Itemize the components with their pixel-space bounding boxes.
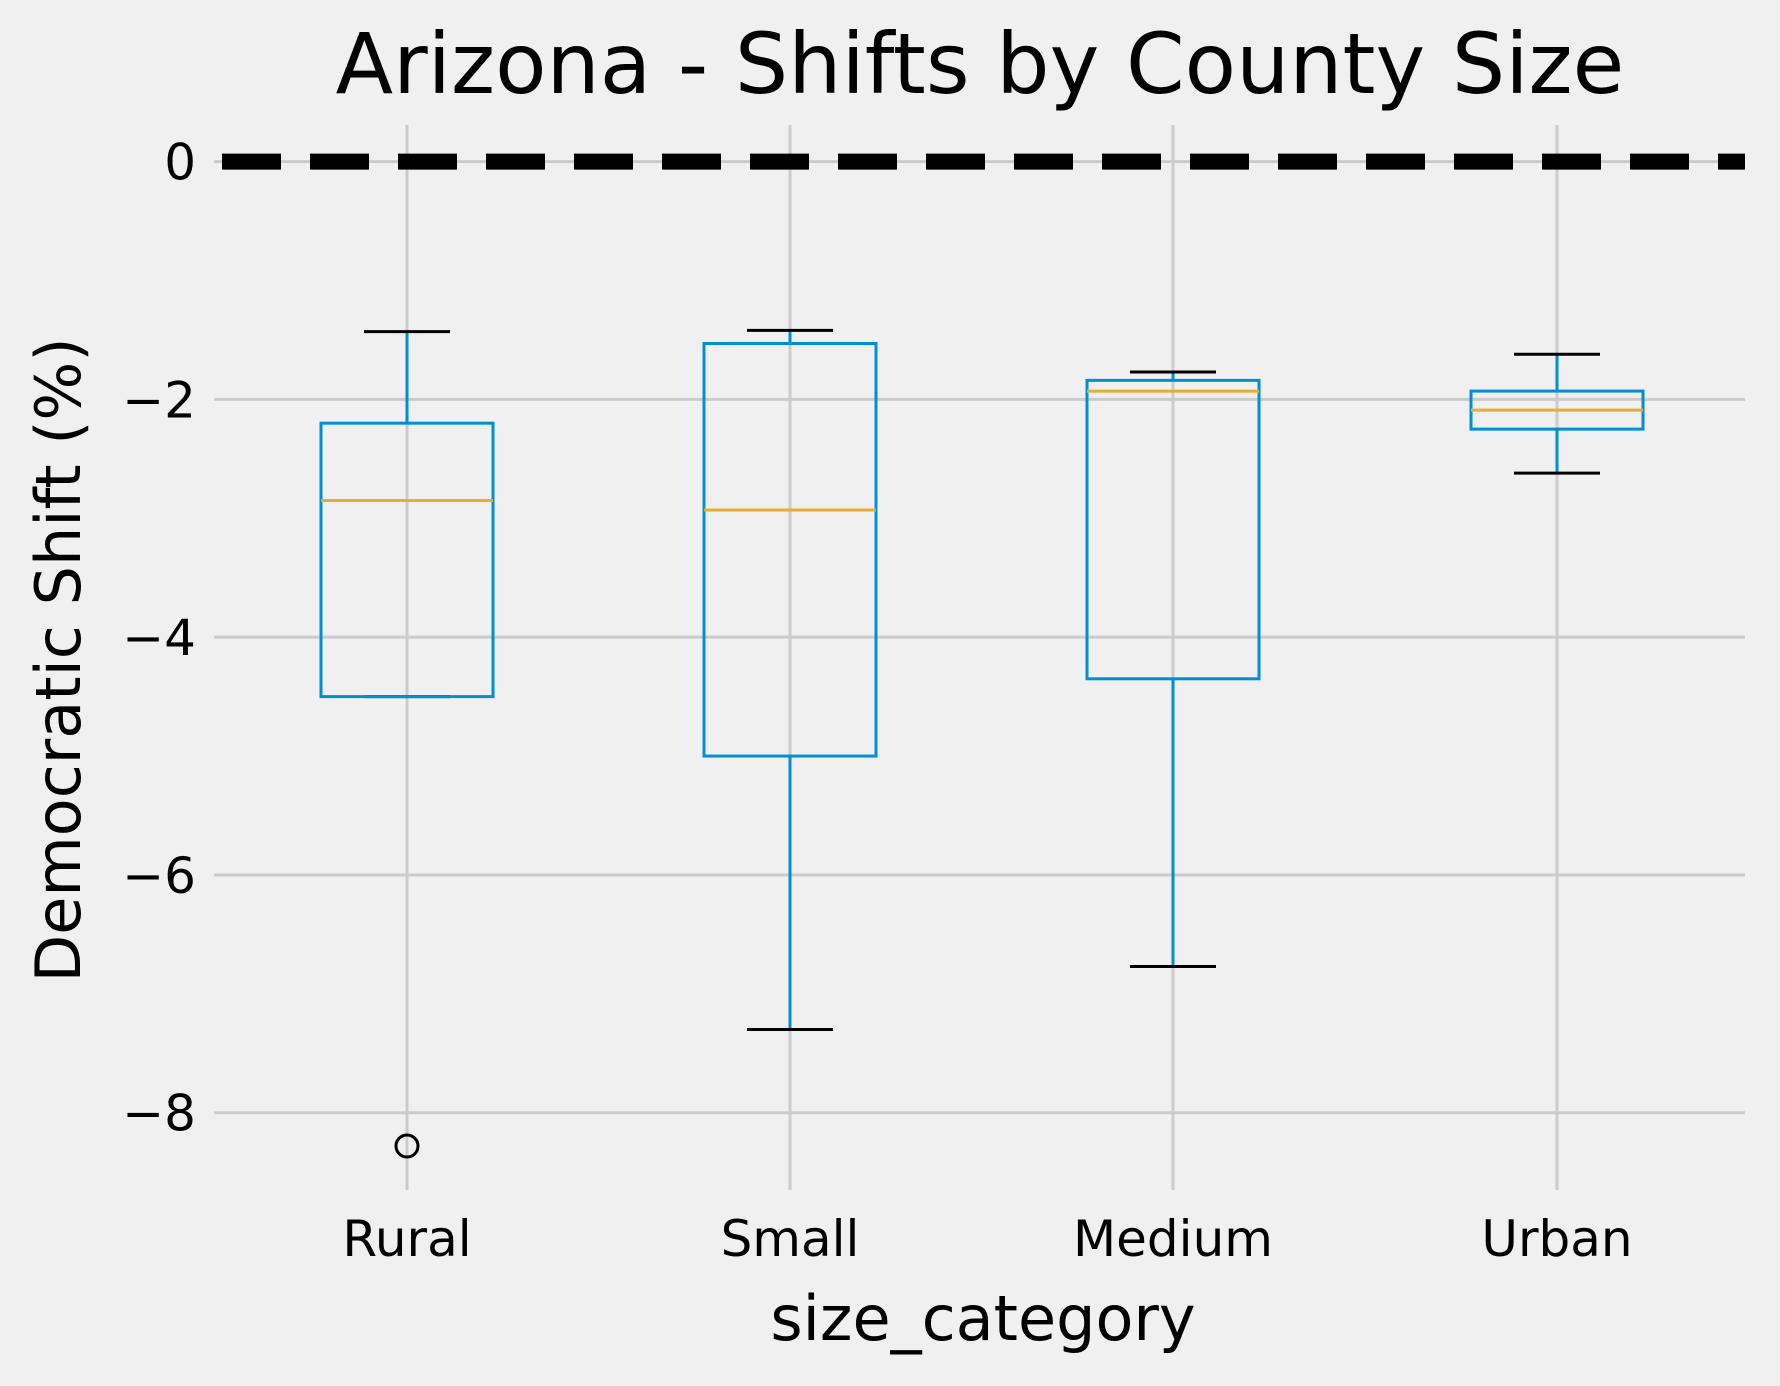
box-urban bbox=[1469, 352, 1645, 475]
iqr-box bbox=[702, 342, 878, 758]
outlier-point bbox=[394, 1133, 420, 1159]
x-tick-label: Urban bbox=[1481, 1210, 1632, 1268]
x-tick-label: Medium bbox=[1073, 1210, 1273, 1268]
y-tick-label: 0 bbox=[164, 134, 196, 192]
x-axis-title: size_category bbox=[770, 1282, 1195, 1355]
y-axis-title: Democratic Shift (%) bbox=[22, 337, 95, 982]
y-tick-label: −4 bbox=[122, 609, 196, 667]
x-tick-label: Rural bbox=[342, 1210, 471, 1268]
box-rural bbox=[319, 330, 495, 1159]
tick-label-layer: 0 −2 −4 −6 −8 Rural Small Medium Urban bbox=[122, 134, 1632, 1268]
box-small bbox=[702, 328, 878, 1031]
chart-title: Arizona - Shifts by County Size bbox=[336, 15, 1625, 113]
x-tick-label: Small bbox=[721, 1210, 860, 1268]
iqr-box bbox=[319, 421, 495, 699]
box-medium bbox=[1085, 370, 1261, 968]
y-tick-label: −8 bbox=[122, 1085, 196, 1143]
y-tick-label: −6 bbox=[122, 847, 196, 905]
grid-layer bbox=[214, 125, 1745, 1190]
box-layer bbox=[319, 328, 1645, 1159]
y-tick-label: −2 bbox=[122, 371, 196, 429]
iqr-box bbox=[1085, 378, 1261, 681]
